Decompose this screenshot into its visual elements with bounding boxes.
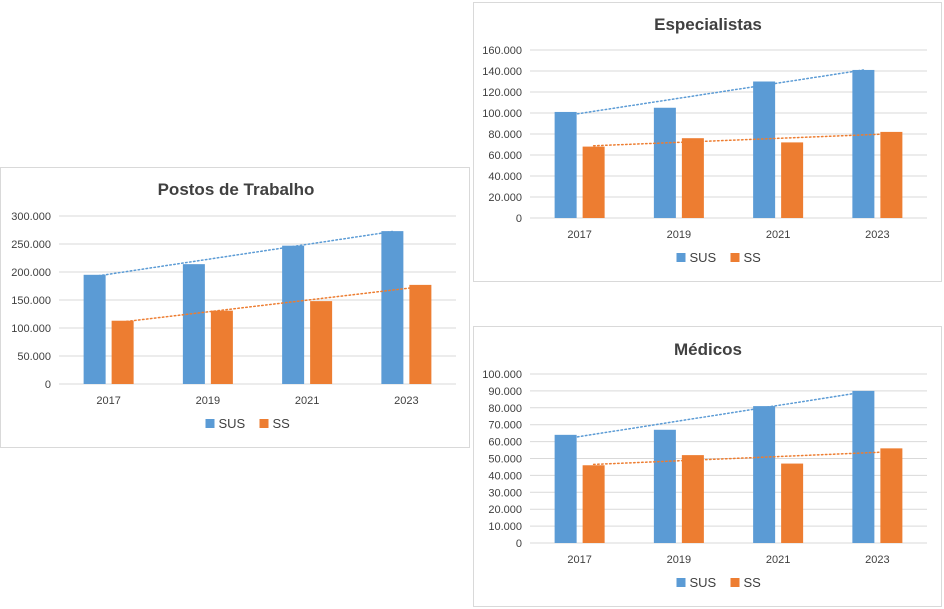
legend-label-ss: SS [744,250,762,265]
bar-ss-2021 [310,301,333,384]
bar-ss-2023 [880,448,903,543]
chart-medicos: Médicos 0 10.000 20.000 30.000 40.000 50.000 6… [473,326,942,607]
trendline-ss [592,450,893,466]
y-tick-label: 50.000 [17,351,51,363]
x-tick-label: 2021 [295,395,319,407]
y-tick-label: 0 [45,379,51,391]
legend-label-sus: SUS [690,250,717,265]
trendline-sus [564,391,865,440]
bar-ss-2019 [210,310,233,384]
chart-svg: Postos de Trabalho 0 50.000 100.000 150.000… [11,180,456,431]
bar-sus-2017 [83,274,106,384]
legend-swatch-sus [676,578,686,587]
y-tick-label: 40.000 [488,171,522,183]
x-tick-label: 2019 [667,554,691,566]
x-tick-label: 2021 [766,554,790,566]
bar-sus-2019 [653,429,676,543]
trendline-ss [121,286,422,323]
y-tick-label: 250.000 [11,239,51,251]
trendline-ss [592,133,893,147]
trendline-sus [564,69,865,117]
bar-ss-2017 [111,320,134,384]
bar-ss-2017 [582,146,605,218]
bar-sus-2023 [381,231,404,384]
legend-swatch-ss [730,253,740,262]
bar-ss-2023 [409,284,432,384]
bar-sus-2017 [554,434,577,543]
y-tick-label: 20.000 [488,192,522,204]
bar-ss-2021 [781,142,804,218]
bar-sus-2023 [852,69,875,218]
y-tick-label: 10.000 [488,521,522,533]
chart-title: Postos de Trabalho [158,180,315,199]
x-tick-label: 2023 [394,395,418,407]
y-tick-label: 80.000 [488,403,522,415]
y-tick-label: 60.000 [488,150,522,162]
y-tick-label: 80.000 [488,129,522,141]
legend-label-ss: SS [273,416,291,431]
bar-ss-2017 [582,465,605,543]
y-tick-label: 60.000 [488,437,522,449]
legend-swatch-sus [676,253,686,262]
bar-ss-2023 [880,131,903,218]
bar-sus-2019 [653,107,676,218]
y-tick-label: 140.000 [482,66,522,78]
legend-swatch-sus [205,419,215,428]
bar-sus-2017 [554,111,577,218]
x-tick-label: 2019 [667,229,691,241]
bar-sus-2021 [753,81,776,218]
bar-sus-2023 [852,390,875,543]
bar-ss-2019 [681,455,704,543]
bar-ss-2021 [781,463,804,543]
y-tick-label: 100.000 [11,323,51,335]
legend-swatch-ss [259,419,269,428]
chart-title: Médicos [674,340,742,359]
y-tick-label: 40.000 [488,470,522,482]
legend-swatch-ss [730,578,740,587]
legend-label-sus: SUS [690,575,717,590]
x-tick-label: 2017 [567,229,591,241]
trendline-sus [93,230,394,278]
bar-ss-2019 [681,138,704,218]
legend-label-sus: SUS [219,416,246,431]
y-tick-label: 100.000 [482,108,522,120]
chart-title: Especialistas [654,15,762,34]
chart-svg: Especialistas 0 20.000 40.000 60.000 80.000 1… [482,15,927,265]
y-tick-label: 300.000 [11,211,51,223]
legend-label-ss: SS [744,575,762,590]
y-tick-label: 30.000 [488,487,522,499]
chart-svg: Médicos 0 10.000 20.000 30.000 40.000 50.000 6… [482,340,927,590]
x-tick-label: 2017 [567,554,591,566]
chart-postos-de-trabalho: Postos de Trabalho 0 50.000 100.000 150.000… [0,167,470,448]
bar-sus-2021 [753,406,776,543]
x-tick-label: 2023 [865,229,889,241]
y-tick-label: 70.000 [488,420,522,432]
y-tick-label: 100.000 [482,369,522,381]
y-tick-label: 90.000 [488,386,522,398]
y-tick-label: 150.000 [11,295,51,307]
y-tick-label: 200.000 [11,267,51,279]
y-tick-label: 50.000 [488,454,522,466]
x-tick-label: 2017 [96,395,120,407]
bar-sus-2021 [282,245,305,384]
y-tick-label: 0 [516,213,522,225]
bar-sus-2019 [182,264,205,384]
x-tick-label: 2019 [196,395,220,407]
x-tick-label: 2023 [865,554,889,566]
x-tick-label: 2021 [766,229,790,241]
y-tick-label: 120.000 [482,87,522,99]
y-tick-label: 20.000 [488,504,522,516]
chart-especialistas: Especialistas 0 20.000 40.000 60.000 80.000 1… [473,2,942,282]
y-tick-label: 160.000 [482,45,522,57]
y-tick-label: 0 [516,538,522,550]
